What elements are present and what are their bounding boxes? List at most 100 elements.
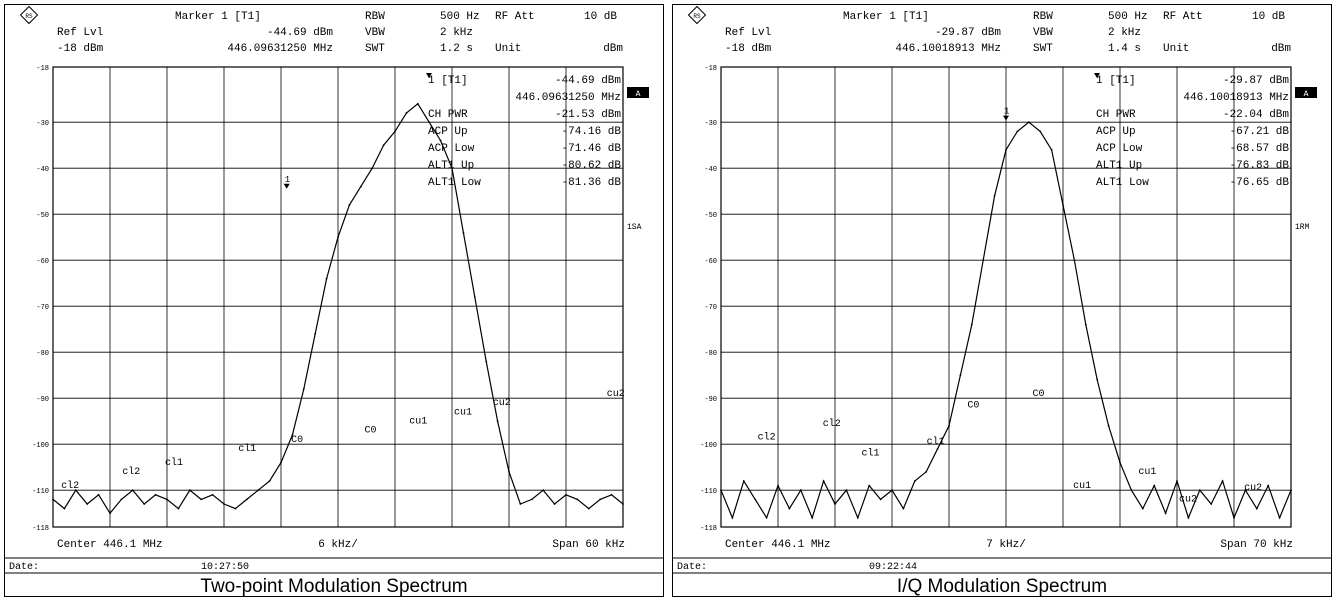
- trace-point: [302, 388, 305, 390]
- marker-table-value: 446.09631250 MHz: [515, 92, 621, 104]
- chart-two-point-spectrum: RS Marker 1 [T1] RBW 500 Hz RF Att 10 dB Ref L…: [5, 5, 663, 597]
- trace-point: [234, 507, 237, 510]
- footer-span: Span 70 kHz: [1220, 539, 1293, 551]
- y-tick-label: -40: [36, 166, 49, 174]
- y-tick-label: -30: [36, 120, 49, 128]
- marker-table-label: 1 [T1]: [1096, 75, 1136, 87]
- trace-point: [120, 498, 123, 501]
- trace-point: [348, 204, 351, 206]
- logo-icon: [19, 5, 39, 25]
- trace-point: [405, 112, 408, 114]
- y-tick-label: -30: [704, 120, 717, 128]
- trace-point: [936, 447, 939, 450]
- trace-point: [765, 516, 768, 519]
- trace-point: [1062, 204, 1064, 206]
- footer-date-label: Date:: [677, 562, 707, 573]
- trace-point: [394, 130, 396, 133]
- trace-point: [925, 470, 928, 473]
- trace-point: [223, 503, 225, 505]
- marker-point-label: 1: [285, 175, 290, 185]
- footer-center: Center 446.1 MHz: [725, 539, 831, 551]
- trace-point: [834, 503, 836, 505]
- trace-point: [1141, 507, 1144, 510]
- side-badge: [627, 87, 649, 98]
- marker-table-label: ACP Up: [428, 126, 468, 138]
- trace-point: [891, 489, 893, 492]
- trace-point: [553, 503, 556, 505]
- channel-label: cl1: [861, 448, 879, 460]
- trace-point: [200, 498, 203, 501]
- channel-label: cu1: [1073, 481, 1091, 492]
- trace-point: [245, 498, 248, 501]
- trace-point: [1267, 484, 1270, 487]
- marker-table-value: -44.69 dBm: [555, 75, 621, 87]
- y-tick-label: -100: [700, 442, 717, 450]
- y-tick-label: -100: [32, 442, 49, 450]
- trace-point: [811, 516, 814, 519]
- trace-point: [1187, 516, 1190, 519]
- marker-level: -29.87 dBm: [935, 27, 1001, 39]
- vbw-label: VBW: [365, 27, 385, 39]
- trace-point: [131, 489, 134, 492]
- trace-point: [1096, 378, 1099, 381]
- trace-point: [879, 498, 882, 501]
- logo-text: RS: [693, 13, 701, 20]
- channel-label: C0: [364, 426, 376, 437]
- chart-caption: Two-point Modulation Spectrum: [200, 576, 467, 596]
- marker-table-label: ACP Low: [1096, 143, 1143, 155]
- trace-point: [970, 323, 973, 326]
- trace-point: [948, 424, 950, 427]
- trace-point: [451, 167, 453, 170]
- marker-table-value: -71.46 dB: [562, 143, 622, 155]
- trace-point: [1119, 461, 1121, 464]
- trace-point: [1130, 489, 1133, 492]
- side-trace-label: 1RM: [1295, 223, 1310, 232]
- y-tick-label: -70: [36, 304, 49, 312]
- marker-table-value: -81.36 dB: [562, 177, 622, 189]
- ref-lvl-label: Ref Lvl: [725, 27, 771, 39]
- marker-table-value: -67.21 dB: [1230, 126, 1290, 138]
- footer-division: 7 kHz/: [986, 539, 1026, 551]
- channel-label: cu2: [1179, 495, 1197, 506]
- trace-point: [1255, 507, 1258, 510]
- channel-label: cu2: [1244, 483, 1262, 494]
- marker-triangle-icon: [426, 73, 432, 78]
- trace-point: [63, 507, 66, 510]
- marker-table-value: -74.16 dB: [562, 126, 622, 138]
- trace-point: [982, 259, 985, 262]
- trace-point: [1233, 516, 1235, 519]
- y-tick-label: -50: [704, 212, 717, 220]
- rfatt-label: RF Att: [495, 11, 535, 23]
- trace-point: [565, 493, 567, 496]
- panel-two-point: RS Marker 1 [T1] RBW 500 Hz RF Att 10 dB Ref L…: [4, 4, 664, 597]
- side-trace-label: 1SA: [627, 223, 642, 232]
- y-tick-label: -18: [704, 65, 717, 73]
- swt-label: SWT: [365, 43, 385, 55]
- side-badge-label: A: [1304, 90, 1309, 99]
- trace-point: [731, 516, 734, 519]
- unit-label: Unit: [495, 43, 521, 55]
- trace-point: [1164, 512, 1167, 515]
- trace-point: [508, 470, 510, 473]
- channel-label: cl2: [758, 432, 776, 444]
- trace-point: [993, 194, 996, 197]
- unit-value: dBm: [1271, 43, 1291, 55]
- vbw-value: 2 kHz: [1108, 27, 1141, 39]
- trace-point: [473, 296, 476, 298]
- rbw-label: RBW: [1033, 11, 1053, 23]
- marker-title: Marker 1 [T1]: [175, 11, 261, 23]
- trace-point: [959, 374, 962, 377]
- trace-point: [211, 493, 214, 496]
- y-tick-label: -40: [704, 166, 717, 174]
- y-tick-label: -80: [36, 350, 49, 358]
- trace-point: [291, 434, 294, 436]
- side-badge: [1295, 87, 1317, 98]
- channel-label: cu1: [1138, 467, 1156, 478]
- trace-point: [188, 489, 191, 492]
- trace-point: [1278, 516, 1281, 519]
- trace-point: [154, 493, 157, 496]
- marker-table-label: 1 [T1]: [428, 75, 468, 87]
- footer-time: 10:27:50: [201, 562, 249, 573]
- ref-lvl-label: Ref Lvl: [57, 27, 103, 39]
